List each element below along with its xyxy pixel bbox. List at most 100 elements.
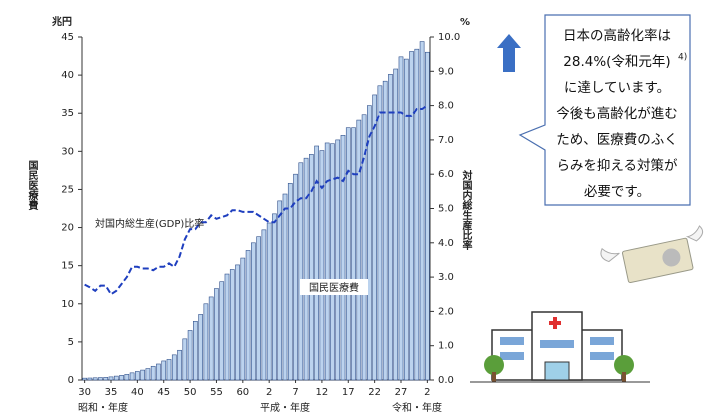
bar (351, 127, 356, 381)
x-tick-label: 30 (78, 387, 91, 398)
x-tick-label: 60 (236, 387, 249, 398)
bar (388, 74, 393, 381)
bar (335, 139, 341, 381)
x-tick-label: 40 (131, 387, 144, 398)
x-tick-label: 2 (424, 387, 430, 398)
y2-tick-label: 3.0 (438, 272, 454, 283)
y2-tick-label: 5.0 (438, 204, 454, 215)
era-label: 令和・年度 (392, 401, 442, 414)
line (84, 104, 428, 296)
bar (398, 56, 404, 381)
bar (98, 377, 103, 381)
callout-line: 今後も高齢化が進む (556, 105, 678, 122)
bar (182, 338, 188, 381)
bar (330, 143, 335, 381)
bar (256, 236, 261, 381)
y2-tick-label: 1.0 (438, 341, 454, 352)
bar (419, 41, 425, 381)
x-tick-label: 35 (105, 387, 118, 398)
bar (214, 288, 219, 381)
callout-line: ため、医療費のふく (556, 131, 678, 148)
y2-tick-label: 6.0 (438, 169, 454, 180)
bar (224, 273, 230, 381)
callout-line: 28.4%(令和元年) (563, 54, 670, 70)
callout-line: 日本の高齢化率は (563, 27, 671, 44)
bar (409, 51, 414, 381)
bar (145, 368, 151, 381)
bar (87, 377, 93, 381)
x-tick-label: 45 (157, 387, 170, 398)
bar (235, 264, 240, 381)
bar (124, 374, 130, 381)
bar (203, 303, 209, 381)
callout-line: に達しています。 (564, 80, 670, 96)
bar (198, 314, 203, 381)
bar (403, 58, 409, 381)
y2-tick-label: 9.0 (438, 66, 454, 77)
bar (156, 363, 161, 381)
bar (266, 222, 272, 381)
line-annotation: 対国内総生産(GDP)比率 (95, 217, 204, 230)
bar (219, 281, 225, 381)
y-label: 国民医療費 (26, 160, 38, 211)
bar (382, 80, 388, 381)
y-tick-label: 0 (68, 375, 74, 386)
bar (193, 321, 198, 381)
bar (340, 135, 346, 381)
y-tick-label: 45 (61, 32, 74, 43)
bar (272, 213, 277, 381)
callout-line: 必要です。 (584, 184, 650, 200)
bar (356, 119, 362, 381)
x-tick-label: 50 (184, 387, 197, 398)
bar (367, 105, 372, 381)
bar (393, 68, 399, 381)
bar-annotation-box (300, 279, 368, 295)
y-tick-label: 30 (61, 146, 74, 157)
bar (425, 51, 430, 381)
arrow-icon (497, 34, 521, 72)
callout-superscript: 4) (678, 53, 687, 63)
bar (298, 162, 304, 381)
x-tick-label: 55 (210, 387, 223, 398)
y2-tick-label: 0.0 (438, 375, 454, 386)
x-tick-label: 7 (292, 387, 298, 398)
bar (361, 114, 367, 381)
bar (245, 250, 251, 381)
bar (119, 375, 124, 381)
bar (377, 85, 383, 381)
era-label: 昭和・年度 (78, 401, 128, 414)
bar (414, 48, 420, 381)
bar (103, 377, 109, 381)
bar (92, 377, 98, 381)
bar (229, 269, 235, 381)
callout-line: らみを抑える対策が (556, 157, 678, 174)
bar (277, 200, 283, 381)
y2-unit: % (460, 17, 470, 28)
bar (113, 375, 119, 381)
x-tick-label: 17 (342, 387, 355, 398)
bar (372, 94, 377, 381)
bar (177, 349, 182, 381)
bar (324, 142, 330, 381)
era-label: 平成・年度 (260, 401, 310, 414)
bar (287, 183, 293, 381)
y2-tick-label: 2.0 (438, 306, 454, 317)
x-tick-label: 22 (368, 387, 381, 398)
y-tick-label: 25 (61, 184, 74, 195)
bar (171, 354, 177, 381)
y-tick-label: 10 (61, 299, 74, 310)
bar (108, 376, 114, 381)
bar (303, 157, 309, 381)
y2-tick-label: 7.0 (438, 135, 454, 146)
y-tick-label: 35 (61, 108, 74, 119)
x-tick-label: 27 (395, 387, 408, 398)
hospital-icon (470, 311, 650, 383)
bar (314, 145, 319, 381)
bar (261, 229, 267, 381)
y2-label: 対国内総生産比率 (460, 169, 473, 251)
y2-tick-label: 8.0 (438, 101, 454, 112)
bar (240, 257, 246, 381)
y2-tick-label: 4.0 (438, 238, 454, 249)
y-tick-label: 40 (61, 70, 74, 81)
y-tick-label: 20 (61, 223, 74, 234)
